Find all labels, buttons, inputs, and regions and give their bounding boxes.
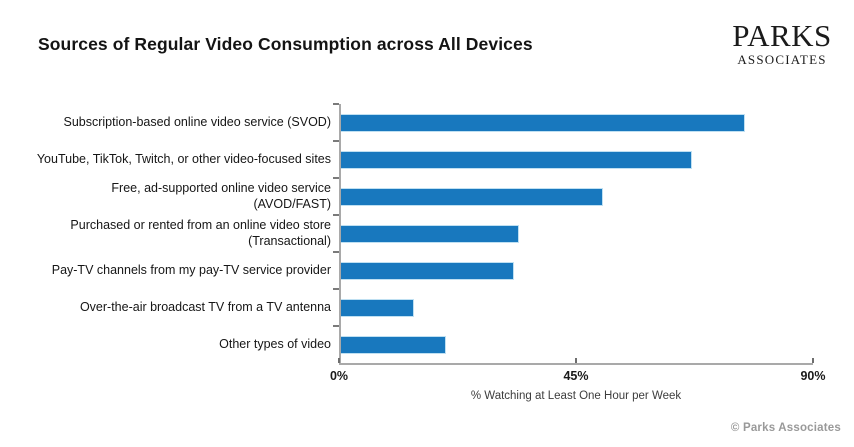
bar-row: Over-the-air broadcast TV from a TV ante… bbox=[32, 288, 813, 326]
category-label: Over-the-air broadcast TV from a TV ante… bbox=[79, 299, 331, 314]
logo-text-associates: ASSOCIATES bbox=[737, 52, 827, 67]
bar-chart: Subscription-based online video service … bbox=[32, 103, 826, 402]
bar-track bbox=[333, 103, 813, 141]
bar-rows: Subscription-based online video service … bbox=[32, 103, 813, 363]
bar-row: YouTube, TikTok, Twitch, or other video-… bbox=[32, 140, 813, 178]
bar bbox=[341, 113, 745, 132]
x-axis-title: % Watching at Least One Hour per Week bbox=[470, 390, 682, 402]
bar-row: Other types of video bbox=[32, 325, 813, 363]
bar-row: Subscription-based online video service … bbox=[32, 103, 813, 141]
category-label: Other types of video bbox=[219, 336, 331, 351]
bar bbox=[341, 298, 415, 317]
bar-track bbox=[333, 177, 813, 215]
bar bbox=[341, 224, 520, 243]
bar bbox=[341, 187, 604, 206]
bar-row: Purchased or rented from an online video… bbox=[32, 214, 813, 252]
x-axis-tick bbox=[575, 358, 577, 363]
bar-track bbox=[333, 251, 813, 289]
bar-row: Pay-TV channels from my pay-TV service p… bbox=[32, 251, 813, 289]
category-label: Pay-TV channels from my pay-TV service p… bbox=[51, 262, 331, 277]
x-axis-title-row: % Watching at Least One Hour per Week bbox=[32, 383, 813, 402]
bar-track bbox=[333, 214, 813, 252]
bar-track bbox=[333, 325, 813, 363]
copyright-credit: © Parks Associates bbox=[730, 422, 841, 434]
bar-row: Free, ad-supported online video service … bbox=[32, 177, 813, 215]
x-axis-tick bbox=[338, 358, 340, 363]
bar bbox=[341, 335, 446, 354]
x-axis-tick bbox=[812, 358, 814, 363]
logo-text-parks: PARKS bbox=[732, 18, 832, 53]
x-axis-tick-label: 0% bbox=[329, 369, 349, 383]
x-axis bbox=[32, 358, 814, 365]
bar bbox=[341, 261, 515, 280]
x-axis-line bbox=[338, 358, 814, 365]
parks-associates-logo: PARKS ASSOCIATES bbox=[722, 20, 842, 66]
chart-title: Sources of Regular Video Consumption acr… bbox=[38, 34, 533, 54]
category-label: Subscription-based online video service … bbox=[63, 114, 332, 129]
bar-track bbox=[333, 288, 813, 326]
x-axis-tick-label: 90% bbox=[800, 369, 826, 383]
category-label: Purchased or rented from an online video… bbox=[70, 217, 331, 248]
category-label: YouTube, TikTok, Twitch, or other video-… bbox=[36, 151, 331, 166]
category-label: Free, ad-supported online video service … bbox=[111, 180, 331, 211]
bar bbox=[341, 150, 693, 169]
x-axis-tick-labels: 0% 45% 90% bbox=[32, 365, 826, 383]
bar-track bbox=[333, 140, 813, 178]
x-axis-tick-label: 45% bbox=[563, 369, 589, 383]
